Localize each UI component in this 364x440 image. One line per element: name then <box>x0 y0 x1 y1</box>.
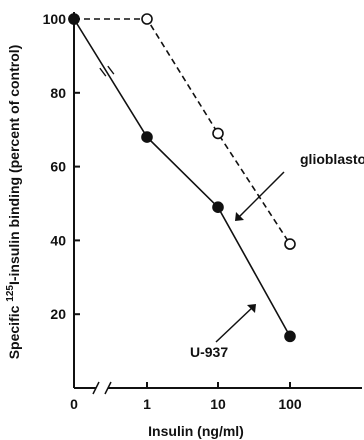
y-axis-label: Specific 125I-insulin binding (percent o… <box>5 45 22 360</box>
series-arrow-head-u937 <box>247 304 256 313</box>
y-tick-label: 60 <box>50 159 66 175</box>
y-axis-label-rest: I-insulin binding (percent of control) <box>6 45 22 285</box>
series-break-mark-u937 <box>99 65 115 77</box>
data-point-u937 <box>284 330 296 343</box>
axes <box>73 12 362 395</box>
y-axis-label-superscript: 125 <box>5 285 16 302</box>
y-axis-label-main: Specific <box>6 302 22 360</box>
x-tick-label: 10 <box>210 396 226 412</box>
data-point-u937 <box>68 13 80 25</box>
x-tick-label: 0 <box>70 396 78 412</box>
data-point-u937 <box>212 201 224 213</box>
y-tick-label: 100 <box>43 11 67 27</box>
x-axis-break-mark <box>92 381 112 395</box>
series-arrow-head-glioblastoma <box>235 212 244 221</box>
y-tick-label: 20 <box>50 306 66 322</box>
x-axis-label: Insulin (ng/ml) <box>148 423 244 439</box>
series-label-glioblastoma: glioblastoma <box>300 151 364 167</box>
data-point-glioblastoma <box>212 127 224 140</box>
data-point-glioblastoma <box>141 13 153 25</box>
x-tick-label: 1 <box>143 396 151 412</box>
series-label-u937: U-937 <box>190 344 228 360</box>
x-ticks: 0 1 10 100 <box>70 382 302 412</box>
series-arrow-shaft-glioblastoma <box>236 171 285 220</box>
series-line-u937 <box>73 18 291 337</box>
data-point-glioblastoma <box>284 238 296 250</box>
y-tick-label: 80 <box>50 85 66 101</box>
data-point-u937 <box>141 131 153 143</box>
series-line-glioblastoma <box>74 18 291 245</box>
series-layer <box>68 13 296 343</box>
x-tick-label: 100 <box>278 396 302 412</box>
series-arrow-shaft-u937 <box>215 305 255 343</box>
y-ticks: 20 40 60 80 100 <box>43 11 80 322</box>
y-tick-label: 40 <box>50 232 66 248</box>
